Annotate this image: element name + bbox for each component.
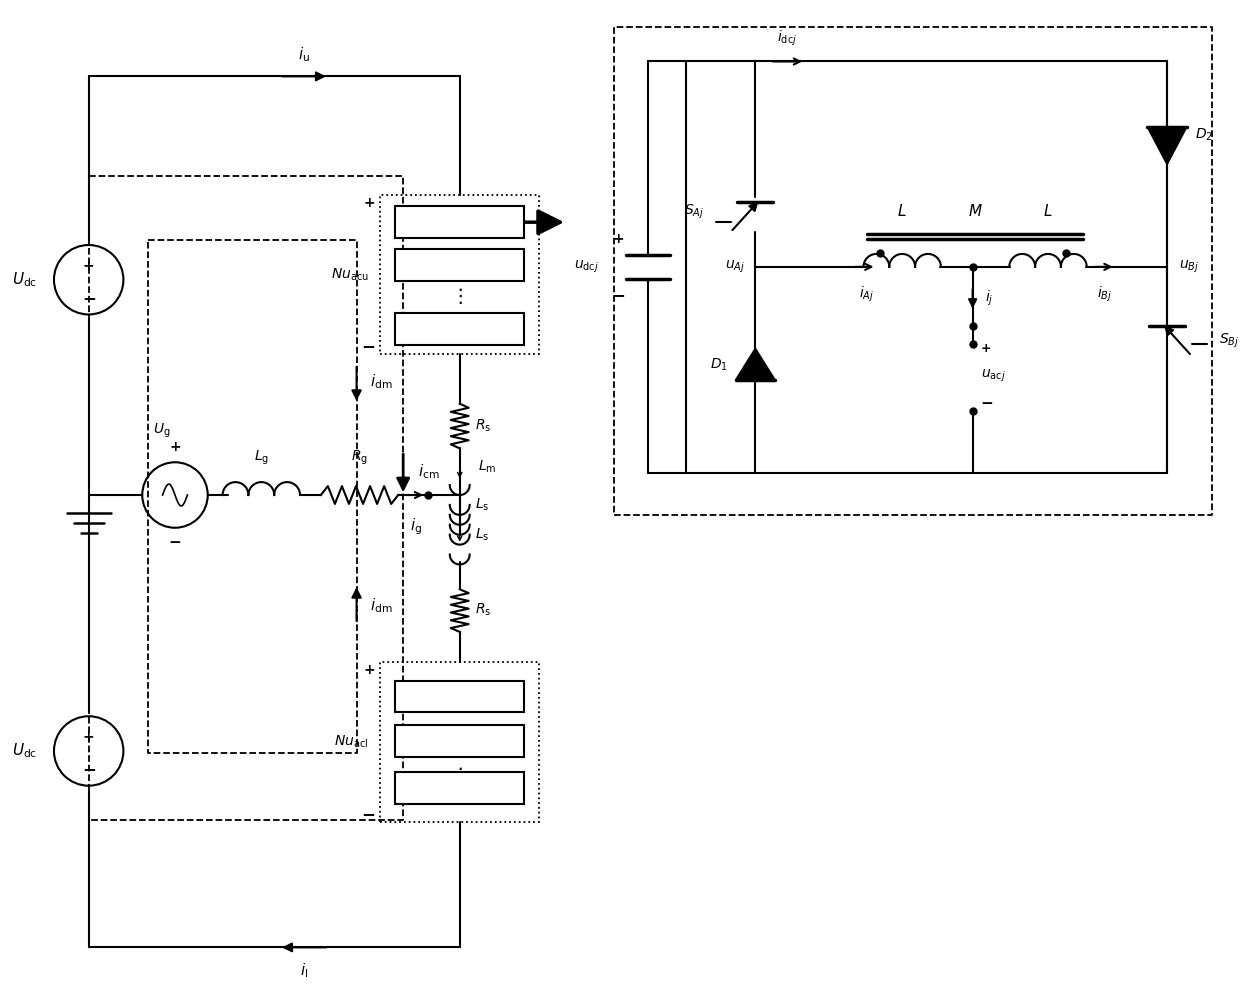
Bar bbox=[381, 196, 539, 355]
Text: $i_{\rm g}$: $i_{\rm g}$ bbox=[410, 516, 422, 537]
Bar bbox=[396, 207, 525, 238]
Polygon shape bbox=[1147, 127, 1187, 165]
Text: $i_{Bj}$: $i_{Bj}$ bbox=[1097, 285, 1112, 304]
Text: $L$: $L$ bbox=[898, 204, 906, 219]
Text: −: − bbox=[362, 338, 376, 355]
Text: $L_{\rm g}$: $L_{\rm g}$ bbox=[254, 449, 269, 468]
Text: $R_{\rm g}$: $R_{\rm g}$ bbox=[351, 449, 368, 468]
Text: $i_{\rm dm}$: $i_{\rm dm}$ bbox=[371, 597, 393, 616]
Text: $D_1$: $D_1$ bbox=[709, 356, 728, 373]
Text: −: − bbox=[362, 805, 376, 823]
Text: −: − bbox=[981, 396, 993, 411]
Polygon shape bbox=[735, 349, 775, 380]
Bar bbox=[396, 314, 525, 346]
Text: +: + bbox=[169, 440, 181, 455]
Text: +: + bbox=[83, 259, 94, 273]
Text: $L_{\rm m}$: $L_{\rm m}$ bbox=[477, 459, 496, 476]
Text: $U_{\rm dc}$: $U_{\rm dc}$ bbox=[12, 742, 37, 761]
Text: +: + bbox=[363, 197, 376, 211]
Text: −: − bbox=[169, 535, 181, 550]
Text: $Nu_{\rm acu}$: $Nu_{\rm acu}$ bbox=[331, 266, 368, 283]
Text: $i_{\rm l}$: $i_{\rm l}$ bbox=[300, 961, 308, 980]
Text: $S_{Bj}$: $S_{Bj}$ bbox=[1219, 332, 1239, 351]
Text: $u_{{\rm ac}j}$: $u_{{\rm ac}j}$ bbox=[981, 367, 1006, 384]
Text: $U_{\rm g}$: $U_{\rm g}$ bbox=[154, 422, 171, 441]
Bar bbox=[396, 680, 525, 712]
Text: $u_{{\rm dc}j}$: $u_{{\rm dc}j}$ bbox=[574, 259, 599, 275]
Bar bbox=[396, 725, 525, 757]
Text: −: − bbox=[82, 760, 95, 778]
Text: $i_{\rm cm}$: $i_{\rm cm}$ bbox=[418, 462, 440, 481]
Text: $R_{\rm s}$: $R_{\rm s}$ bbox=[475, 417, 491, 434]
Text: $SM_{\rm U1}$: $SM_{\rm U1}$ bbox=[443, 214, 477, 230]
Bar bbox=[396, 249, 525, 281]
Text: $Nu_{\rm acl}$: $Nu_{\rm acl}$ bbox=[335, 734, 368, 751]
Text: −: − bbox=[82, 289, 95, 307]
Text: ⋮: ⋮ bbox=[450, 287, 470, 306]
Text: −: − bbox=[611, 286, 625, 304]
Text: $M$: $M$ bbox=[967, 204, 982, 219]
Text: $i_{Aj}$: $i_{Aj}$ bbox=[859, 285, 874, 304]
Text: $R_{\rm s}$: $R_{\rm s}$ bbox=[475, 602, 491, 619]
Text: $L_{\rm s}$: $L_{\rm s}$ bbox=[475, 496, 489, 513]
Text: +: + bbox=[83, 730, 94, 744]
Text: $u_{Aj}$: $u_{Aj}$ bbox=[725, 259, 745, 275]
Text: $u_{Bj}$: $u_{Bj}$ bbox=[1179, 259, 1199, 275]
Text: +: + bbox=[981, 342, 991, 355]
Text: $SM_{\rm l2}$: $SM_{\rm l2}$ bbox=[444, 733, 475, 750]
Bar bbox=[396, 772, 525, 803]
Text: $L$: $L$ bbox=[1043, 204, 1053, 219]
Text: $SM_{\rm U2}$: $SM_{\rm U2}$ bbox=[443, 256, 477, 273]
Text: $SM_{\rm ln}$: $SM_{\rm ln}$ bbox=[444, 780, 475, 795]
Text: $i_{{\rm dc}j}$: $i_{{\rm dc}j}$ bbox=[777, 28, 797, 48]
Text: $SM_{\rm UN}$: $SM_{\rm UN}$ bbox=[441, 321, 477, 338]
Text: $SM_{\rm l1}$: $SM_{\rm l1}$ bbox=[444, 688, 475, 705]
Text: $S_{Aj}$: $S_{Aj}$ bbox=[683, 204, 704, 221]
Text: $i_{\rm dm}$: $i_{\rm dm}$ bbox=[371, 372, 393, 391]
Text: $L_{\rm s}$: $L_{\rm s}$ bbox=[475, 526, 489, 543]
Bar bbox=[381, 661, 539, 822]
Text: ⋮: ⋮ bbox=[450, 767, 470, 785]
Text: $i_{\rm u}$: $i_{\rm u}$ bbox=[298, 46, 310, 65]
Text: $i_j$: $i_j$ bbox=[985, 289, 993, 308]
Text: +: + bbox=[613, 232, 624, 246]
Text: $D_2$: $D_2$ bbox=[1195, 127, 1213, 143]
Text: +: + bbox=[363, 662, 376, 676]
Text: $U_{\rm dc}$: $U_{\rm dc}$ bbox=[12, 270, 37, 289]
